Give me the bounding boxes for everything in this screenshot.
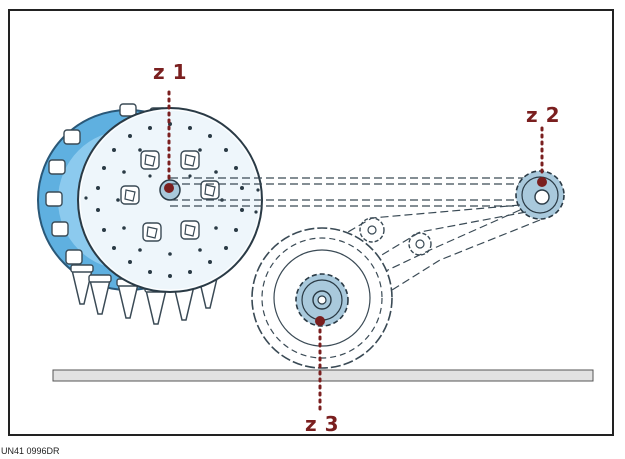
document-code: UN41 0996DR	[1, 446, 60, 456]
sprocket-z3	[295, 273, 349, 327]
marker-z3	[315, 316, 325, 412]
ground-line	[52, 369, 594, 382]
idler-sprockets	[359, 217, 432, 256]
label-z3: z 3	[305, 412, 340, 436]
drive-chain-upper	[170, 177, 540, 207]
marker-z1	[164, 90, 174, 193]
rotor-clamps	[45, 103, 167, 265]
label-z1: z 1	[153, 60, 188, 84]
sprocket-z2	[515, 170, 565, 220]
marker-z2	[537, 126, 547, 187]
label-z2: z 2	[526, 103, 561, 127]
